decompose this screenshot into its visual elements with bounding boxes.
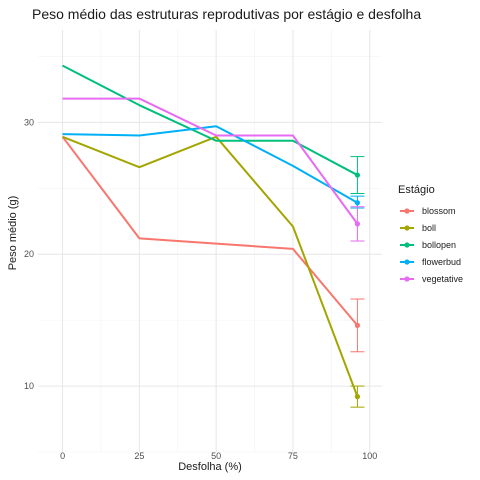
data-point-vegetative xyxy=(354,221,361,227)
data-point-bollopen xyxy=(354,172,361,178)
data-point-blossom xyxy=(354,322,361,328)
series-line-boll xyxy=(62,135,359,397)
legend-key-point-vegetative xyxy=(404,276,410,282)
y-tick-label: 20 xyxy=(24,249,34,259)
chart-title: Peso médio das estruturas reprodutivas p… xyxy=(32,6,421,22)
legend-key-point-boll xyxy=(404,225,410,231)
grid xyxy=(38,30,382,453)
legend: Estágio blossom boll bollopen flowerbud vege… xyxy=(398,184,463,284)
legend-title: Estágio xyxy=(398,184,435,196)
x-tick-label: 0 xyxy=(60,451,65,461)
series-line-vegetative xyxy=(62,97,359,225)
series-line-bollopen xyxy=(62,64,358,176)
y-tick-labels: 10 20 30 xyxy=(24,117,34,391)
y-tick-label: 10 xyxy=(24,381,34,391)
x-tick-label: 25 xyxy=(134,451,144,461)
legend-label-vegetative: vegetative xyxy=(422,274,463,284)
legend-label-bollopen: bollopen xyxy=(422,240,456,250)
x-tick-labels: 0 25 50 75 100 xyxy=(60,451,377,461)
legend-label-blossom: blossom xyxy=(422,206,456,216)
data-point-boll xyxy=(354,394,361,400)
legend-key-point-bollopen xyxy=(404,242,410,248)
legend-label-flowerbud: flowerbud xyxy=(422,257,461,267)
x-tick-label: 75 xyxy=(288,451,298,461)
series-group xyxy=(61,64,365,408)
legend-label-boll: boll xyxy=(422,223,436,233)
legend-key-point-blossom xyxy=(404,208,410,214)
x-axis-label: Desfolha (%) xyxy=(178,461,242,473)
x-tick-label: 50 xyxy=(211,451,221,461)
series-line-flowerbud xyxy=(62,125,358,204)
y-tick-label: 30 xyxy=(24,117,34,127)
series-line-blossom xyxy=(61,136,359,327)
y-axis-label: Peso médio (g) xyxy=(7,196,19,271)
x-tick-label: 100 xyxy=(362,451,377,461)
legend-key-point-flowerbud xyxy=(404,259,410,265)
data-point-flowerbud xyxy=(354,200,361,206)
